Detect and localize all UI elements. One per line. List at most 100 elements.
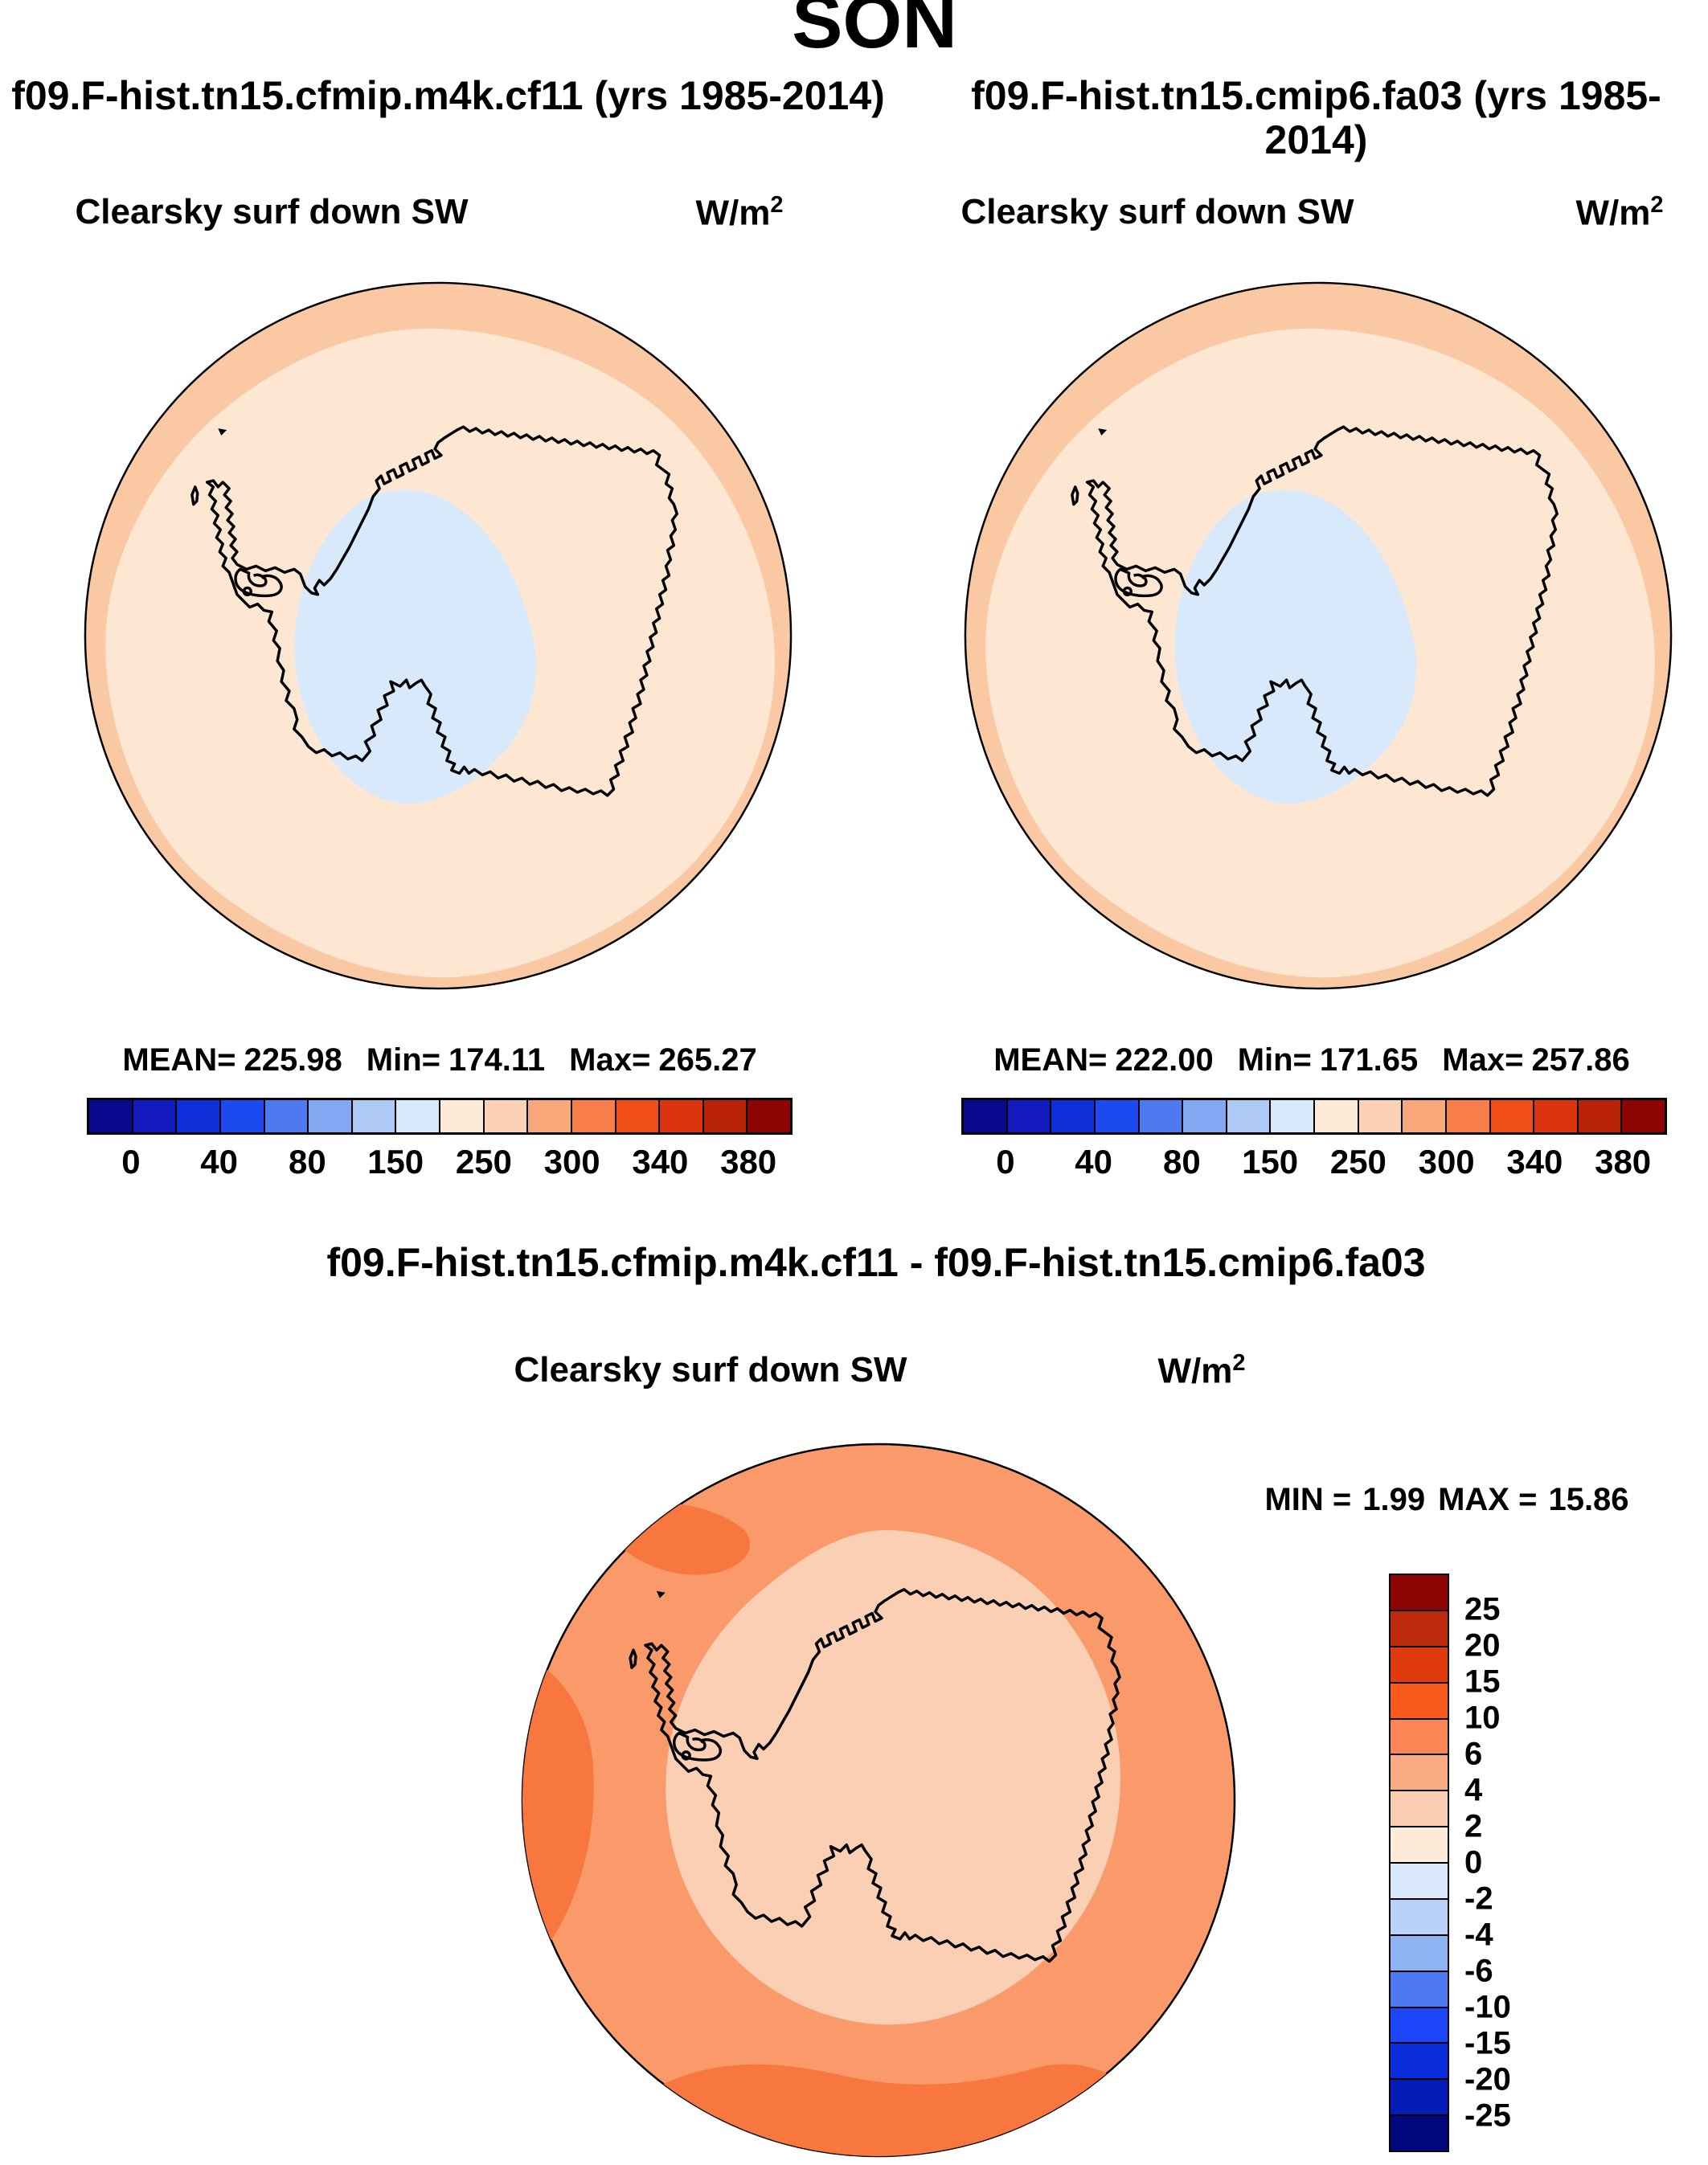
colorbar-cell [1391,1970,1448,2007]
colorbar-left [87,1098,793,1135]
case-title-right: f09.F-hist.tn15.cmip6.fa03 (yrs 1985-201… [971,73,1661,162]
colorbar-right-tick-labels: 0 40 80 150 250 300 340 380 [961,1143,1667,1183]
peninsula-offshore-island [190,485,199,506]
colorbar-cell [439,1100,483,1132]
map-projection-right [964,281,1673,990]
antarctica-coastline [190,425,679,797]
alexander-island-outline [234,567,283,598]
colorbar-tick-label: 20 [1464,1627,1501,1664]
min-label: Min= [366,1042,441,1078]
colorbar-cell [175,1100,219,1132]
colorbar-cell [1391,1897,1448,1934]
field-label-right: Clearsky surf down SW [960,192,1354,231]
colorbar-cell [131,1100,176,1132]
colorbar-tick-label: 250 [1329,1143,1386,1181]
map-projection-difference [521,1443,1236,2158]
units-label-left: W/m2 [679,192,800,233]
units-base: W/m [695,193,771,233]
antarctica-mainland-outline [1085,425,1559,797]
colorbar-tick-label: 6 [1464,1736,1483,1772]
alexander-island-outline [1114,567,1163,598]
colorbar-cell [1391,1681,1448,1718]
colorbar-tick-label: 15 [1464,1664,1501,1700]
colorbar-cell [1391,1645,1448,1682]
colorbar-tick-label: 0 [1464,1844,1483,1881]
polar-low-value-contour [294,489,537,804]
colorbar-cell [1391,2078,1448,2115]
antarctica-coastline [629,1588,1121,1963]
colorbar-tick-label: 80 [289,1143,326,1181]
units-label-right: W/m2 [1559,192,1680,233]
antarctica-mainland-outline [644,1588,1121,1963]
colorbar-tick-label: -4 [1464,1917,1493,1953]
colorbar-cell [570,1100,615,1132]
season-title: SON [792,0,957,64]
colorbar-tick-label: 25 [1464,1591,1501,1627]
colorbar-cell [1313,1100,1358,1132]
max-label: Max= [569,1042,651,1078]
colorbar-cell [1391,1934,1448,1971]
case-title-left: f09.F-hist.tn15.cfmip.m4k.cf11 (yrs 1985… [11,73,885,118]
antarctica-mainland-outline [205,425,679,797]
colorbar-cell [1620,1100,1665,1132]
polar-low-value-contour [1174,489,1417,804]
colorbar-tick-label: 300 [1418,1143,1475,1181]
colorbar-tick-label: 4 [1464,1772,1483,1808]
colorbar-tick-label: -20 [1464,2061,1511,2097]
min-value: 174.11 [449,1042,546,1078]
peninsula-offshore-island [629,1648,637,1669]
map-projection-left [84,281,793,990]
units-label-diff: W/m2 [1141,1350,1262,1391]
colorbar-tick-label: 380 [1595,1143,1652,1181]
min-value: 171.65 [1319,1042,1419,1078]
alexander-island-inner-line [253,573,265,580]
alexander-island-outline [672,1731,723,1762]
colorbar-tick-label: 340 [1506,1143,1563,1181]
colorbar-difference [1389,1574,1449,2152]
alexander-island-inner-line [1133,573,1145,580]
colorbar-cell [1391,1717,1448,1754]
diff-interior-contour [666,1529,1120,2025]
max-value: 15.86 [1548,1482,1629,1517]
units-base: W/m [1157,1351,1233,1391]
stats-right: MEAN= 222.00 Min= 171.65 Max= 257.86 [950,1042,1673,1078]
small-island [1122,586,1133,597]
colorbar-tick-label: 0 [121,1143,141,1181]
field-label-diff: Clearsky surf down SW [514,1350,907,1389]
mean-value: 222.00 [1115,1042,1214,1078]
colorbar-tick-label: 340 [632,1143,689,1181]
colorbar-cell [1444,1100,1489,1132]
max-label: Max= [1442,1042,1524,1078]
max-label: MAX = [1438,1482,1538,1517]
colorbar-tick-label: -2 [1464,1881,1493,1917]
colorbar-cell [658,1100,702,1132]
colorbar-cell [1182,1100,1226,1132]
colorbar-cell [1093,1100,1138,1132]
colorbar-cell [1391,2114,1448,2151]
colorbar-cell [1391,1609,1448,1646]
colorbar-cell [526,1100,571,1132]
colorbar-cell [1489,1100,1534,1132]
colorbar-tick-label: 80 [1163,1143,1201,1181]
diff-high-value-patch [522,1648,594,1972]
colorbar-tick-label: -25 [1464,2097,1511,2134]
colorbar-cell [1391,1862,1448,1898]
colorbar-tick-label: 10 [1464,1700,1501,1736]
colorbar-cell [1357,1100,1402,1132]
colorbar-tick-label: -10 [1464,1989,1511,2025]
colorbar-cell [307,1100,351,1132]
colorbar-cell [1391,1826,1448,1862]
colorbar-tick-label: 380 [720,1143,777,1181]
colorbar-cell [1137,1100,1182,1132]
colorbar-tick-label: 300 [543,1143,600,1181]
field-label-left: Clearsky surf down SW [75,192,469,231]
colorbar-cell [1533,1100,1577,1132]
colorbar-cell [350,1100,395,1132]
colorbar-cell [1006,1100,1051,1132]
min-label: Min= [1237,1042,1312,1078]
colorbar-cell [1050,1100,1094,1132]
colorbar-cell [702,1100,747,1132]
colorbar-cell [1225,1100,1270,1132]
tiny-island-mark [1098,428,1108,436]
